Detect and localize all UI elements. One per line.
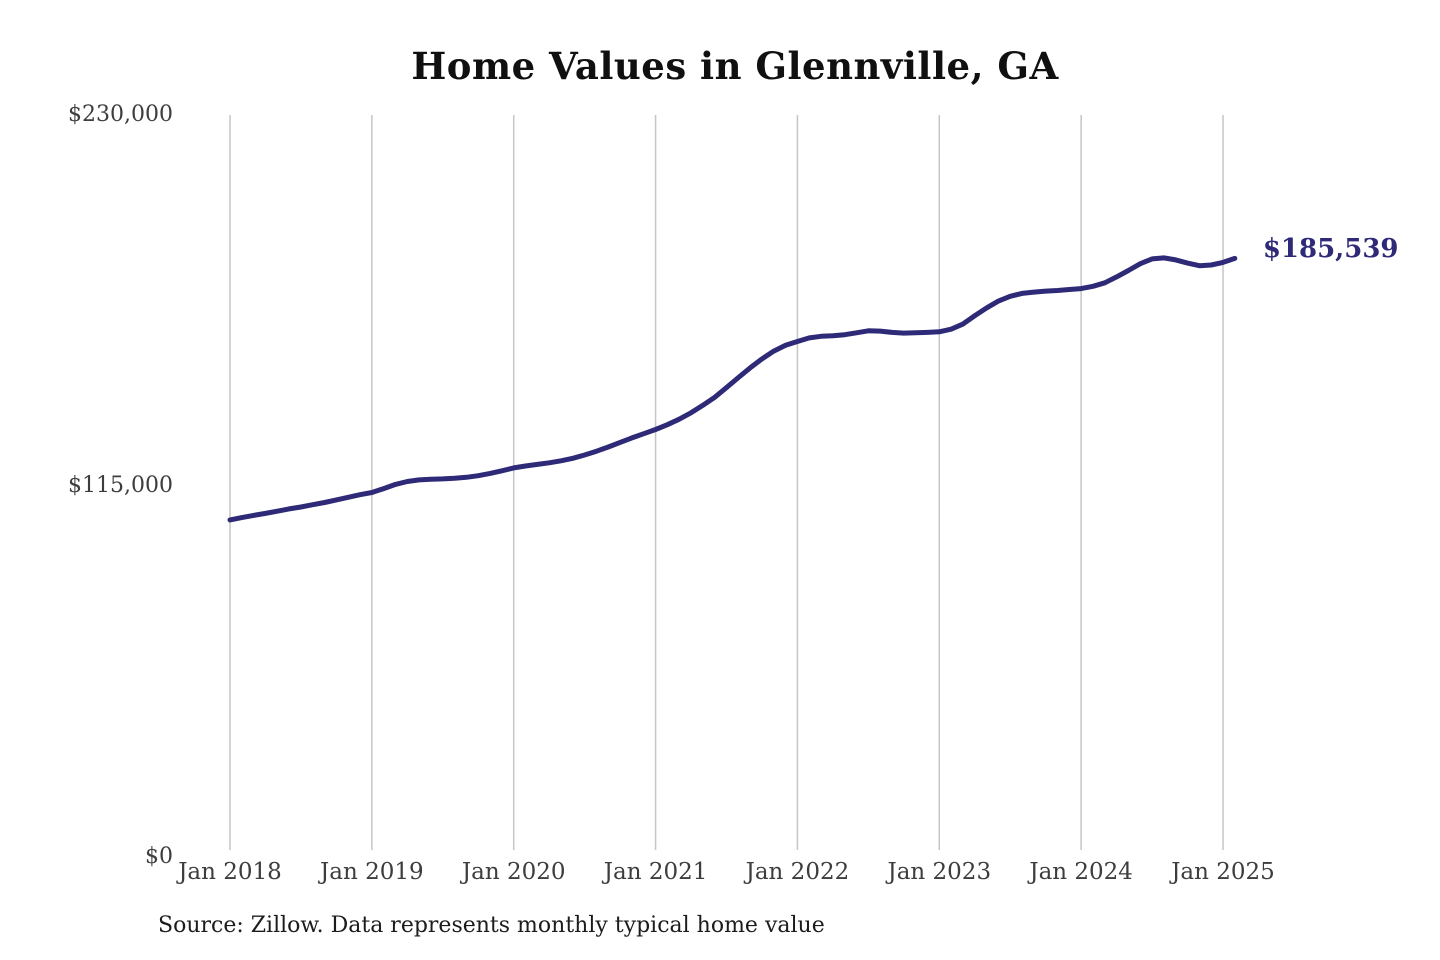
x-axis-tick-label: Jan 2025: [1171, 859, 1275, 885]
x-axis-tick-label: Jan 2024: [1029, 859, 1133, 885]
x-axis-tick-label: Jan 2019: [320, 859, 424, 885]
source-note: Source: Zillow. Data represents monthly …: [158, 913, 825, 938]
latest-value-label: $185,539: [1262, 234, 1399, 265]
y-axis-tick-label: $115,000: [68, 473, 173, 498]
chart-title: Home Values in Glennville, GA: [411, 44, 1059, 88]
x-axis-tick-label: Jan 2018: [178, 859, 282, 885]
y-axis-tick-label: $0: [145, 844, 173, 869]
x-axis-tick-label: Jan 2020: [461, 859, 566, 885]
y-axis-tick-label: $230,000: [68, 102, 173, 127]
home-value-line: [227, 255, 1238, 523]
x-axis-tick-label: Jan 2021: [603, 859, 708, 885]
x-axis-tick-label: Jan 2022: [745, 859, 850, 885]
x-axis-tick-label: Jan 2023: [887, 859, 992, 885]
